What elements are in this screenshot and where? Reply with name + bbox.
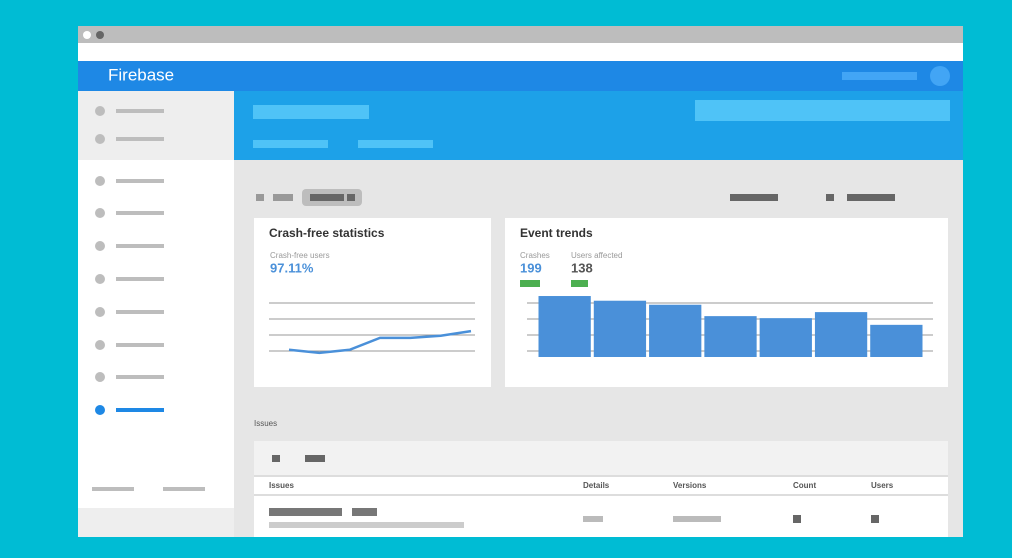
toolbar (78, 43, 963, 61)
window-dot[interactable] (83, 31, 91, 39)
nav-icon[interactable] (95, 241, 105, 251)
header-placeholder (842, 72, 917, 80)
brand: Firebase (108, 65, 174, 84)
nav-icon[interactable] (95, 372, 105, 382)
nav-item[interactable] (116, 244, 164, 248)
bar[interactable] (759, 318, 812, 357)
bar[interactable] (593, 300, 647, 357)
row-text[interactable] (269, 508, 342, 516)
nav (95, 106, 164, 415)
metric-indicator (520, 280, 540, 287)
row-subtext (269, 522, 464, 528)
bar[interactable] (538, 296, 591, 357)
nav-icon[interactable] (95, 340, 105, 350)
metric-value: 199 (520, 260, 542, 275)
card-title: Event trends (520, 226, 593, 240)
table-toolbar (254, 441, 948, 475)
sidebar-footer (92, 487, 134, 491)
nav-icon[interactable] (95, 274, 105, 284)
nav-item[interactable] (116, 310, 164, 314)
nav-item[interactable] (116, 109, 164, 113)
bar[interactable] (704, 316, 757, 357)
banner-search[interactable] (695, 100, 950, 121)
filter[interactable] (273, 194, 293, 201)
nav-icon[interactable] (95, 405, 105, 415)
column-header: Issues (269, 481, 294, 490)
nav-item[interactable] (116, 408, 164, 412)
avatar[interactable] (930, 66, 950, 86)
banner-tab[interactable] (253, 140, 328, 148)
app-header (78, 61, 963, 91)
nav-item[interactable] (116, 211, 164, 215)
sidebar-top (78, 91, 234, 160)
sidebar (78, 160, 234, 508)
row-cell (793, 515, 801, 523)
metric-label: Crashes (520, 251, 550, 260)
nav-icon[interactable] (95, 106, 105, 116)
nav-item[interactable] (116, 375, 164, 379)
table-header: Issues Details Versions Count Users (269, 481, 894, 490)
nav-icon[interactable] (95, 307, 105, 317)
bar[interactable] (649, 304, 702, 357)
metric-label: Users affected (571, 251, 622, 260)
row-cell (583, 516, 603, 522)
card-title: Crash-free statistics (269, 226, 385, 240)
metric-value: 97.11% (270, 260, 314, 275)
row-cell (871, 515, 879, 523)
bar[interactable] (814, 312, 868, 357)
column-header: Count (793, 481, 816, 490)
row-text (352, 508, 377, 516)
nav-item[interactable] (116, 277, 164, 281)
sidebar-footer (163, 487, 205, 491)
metric-label: Crash-free users (270, 251, 330, 260)
nav-item[interactable] (116, 137, 164, 141)
row-cell (673, 516, 721, 522)
banner-tab[interactable] (358, 140, 433, 148)
line-series (288, 329, 472, 355)
charts (269, 296, 933, 357)
nav-icon[interactable] (95, 208, 105, 218)
sidebar-bottom (78, 508, 234, 537)
banner-placeholder (253, 105, 369, 119)
metric-value: 138 (571, 260, 593, 275)
nav-icon[interactable] (95, 176, 105, 186)
bar[interactable] (870, 324, 923, 357)
column-header: Versions (673, 481, 707, 490)
filter-chip-icon (347, 194, 355, 201)
column-header: Users (871, 481, 894, 490)
section-label: Issues (254, 419, 277, 428)
metric-indicator (571, 280, 588, 287)
nav-item[interactable] (116, 343, 164, 347)
title-bar (78, 26, 963, 43)
table-action[interactable] (272, 455, 280, 462)
range-icon[interactable] (826, 194, 834, 201)
nav-icon[interactable] (95, 134, 105, 144)
filter-chip-text (310, 194, 344, 201)
range[interactable] (847, 194, 895, 201)
window-dot[interactable] (96, 31, 104, 39)
range[interactable] (730, 194, 778, 201)
column-header: Details (583, 481, 610, 490)
nav-item[interactable] (116, 179, 164, 183)
filter[interactable] (256, 194, 264, 201)
table-action[interactable] (305, 455, 325, 462)
